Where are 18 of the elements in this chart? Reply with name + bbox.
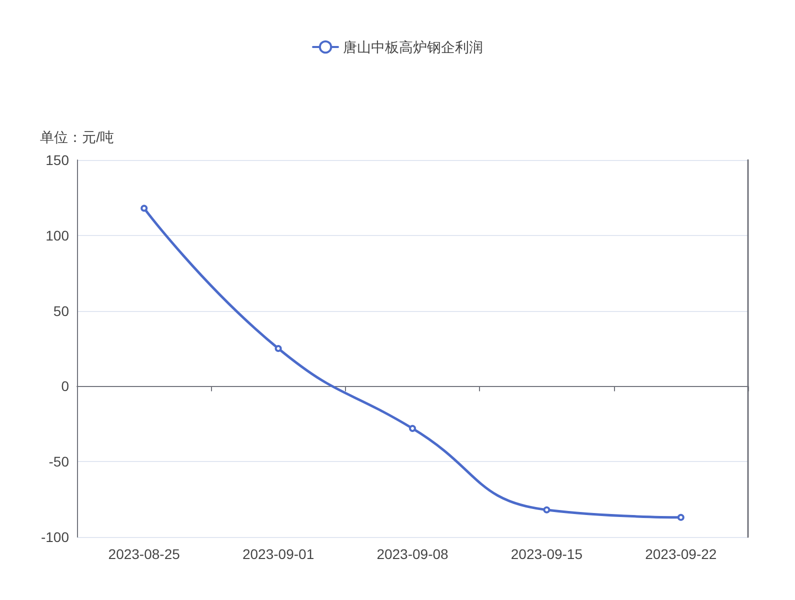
y-tick-label: 0	[61, 378, 70, 394]
x-tick-label: 2023-08-25	[108, 546, 180, 562]
y-tick-label: -100	[40, 529, 70, 545]
x-tick-label: 2023-09-15	[510, 546, 583, 562]
point	[274, 345, 282, 352]
y-tick-label: 50	[53, 302, 70, 319]
x-tick-label: 2023-09-01	[242, 546, 314, 562]
y-tick-label: -50	[48, 454, 70, 470]
point	[677, 514, 684, 521]
x-tick-label: 2023-09-08	[376, 546, 449, 562]
x-tick-label: 2023-09-22	[645, 546, 717, 562]
point	[409, 424, 416, 432]
y-tick-label: 150	[46, 152, 70, 168]
legend-label: 唐山中板高炉钢企利润	[343, 39, 483, 55]
point	[140, 204, 148, 212]
y-tick-label: 100	[46, 227, 70, 244]
point	[543, 506, 550, 514]
y-axis-title: 单位：元/吨	[40, 129, 114, 145]
